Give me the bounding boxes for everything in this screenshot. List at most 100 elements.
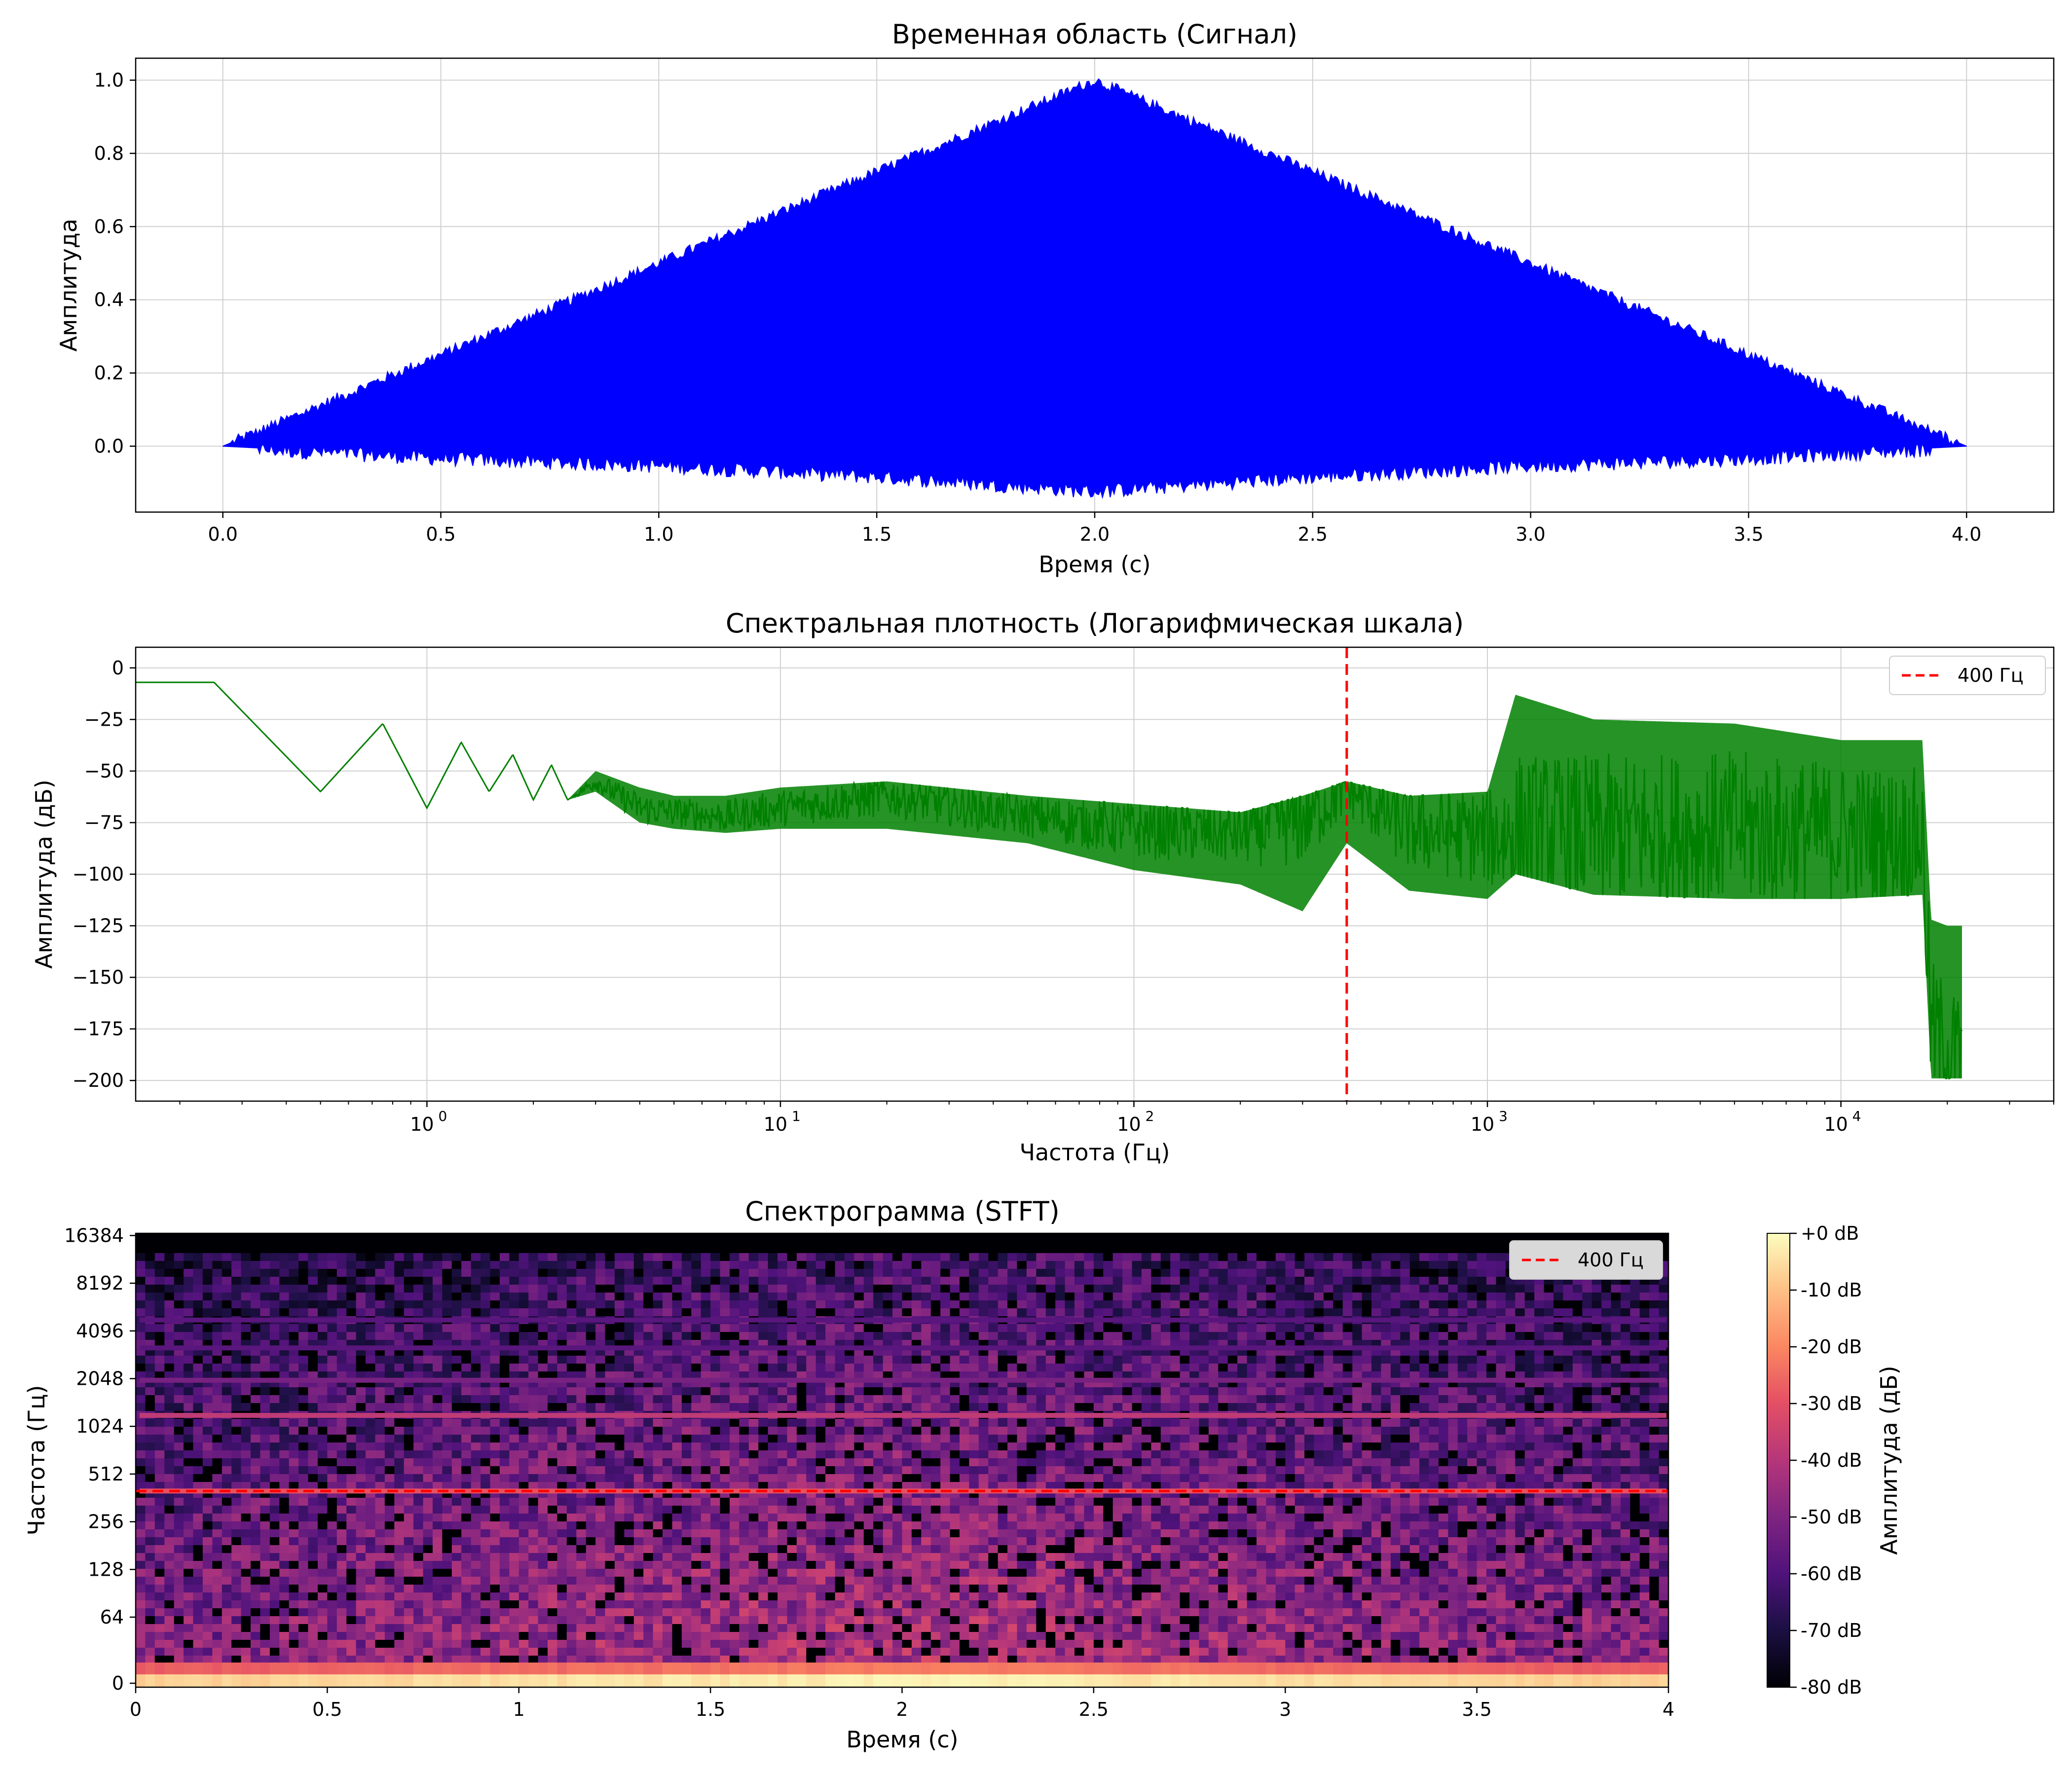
spectrogram-cell	[413, 1600, 424, 1609]
spectrogram-cell	[777, 1466, 788, 1475]
spectrogram-cell	[442, 1632, 452, 1640]
spectrogram-cell	[327, 1458, 337, 1467]
spectrogram-cell	[433, 1600, 443, 1609]
spectrogram-cell	[710, 1253, 721, 1261]
spectrogram-cell	[251, 1585, 260, 1593]
spectrogram-cell	[336, 1545, 347, 1554]
spectrogram-cell	[269, 1498, 280, 1506]
spectrogram-cell	[845, 1600, 854, 1609]
spectrogram-cell	[231, 1663, 242, 1674]
spectrogram-cell	[461, 1364, 472, 1372]
spectrogram-cell	[384, 1253, 395, 1261]
spectrogram-cell	[605, 1277, 615, 1285]
spectrogram-cell	[681, 1466, 692, 1475]
spectrogram-cell	[825, 1632, 836, 1640]
spectrogram-cell	[825, 1608, 836, 1617]
spectrogram-cell	[576, 1474, 587, 1482]
spectrogram-cell	[241, 1395, 251, 1404]
spectrogram-cell	[892, 1395, 903, 1404]
spectrogram-cell	[212, 1474, 222, 1482]
spectrogram-cell	[911, 1261, 922, 1269]
spectrogram-cell	[739, 1482, 749, 1490]
spectrogram-cell	[318, 1585, 328, 1593]
spectrogram-cell	[768, 1674, 778, 1687]
spectrogram-cell	[748, 1592, 759, 1601]
spectrogram-cell	[269, 1663, 280, 1674]
spectrogram-cell	[748, 1269, 759, 1277]
spectrogram-cell	[921, 1435, 931, 1443]
spectrogram-cell	[327, 1577, 337, 1585]
spectrogram-cell	[624, 1458, 634, 1467]
spectrogram-cell	[653, 1608, 663, 1617]
spectrogram-cell	[164, 1656, 175, 1664]
spectrogram-cell	[136, 1443, 146, 1451]
spectrogram-cell	[509, 1561, 519, 1569]
spectrogram-cell	[518, 1592, 529, 1601]
spectrogram-cell	[748, 1537, 759, 1546]
spectrogram-cell	[835, 1371, 845, 1380]
spectrogram-cell	[356, 1482, 366, 1490]
spectrogram-cell	[327, 1569, 337, 1577]
spectrogram-cell	[231, 1498, 242, 1506]
spectrogram-cell	[318, 1529, 328, 1538]
spectrogram-cell	[911, 1592, 922, 1601]
spectrogram-cell	[730, 1450, 740, 1459]
spectrogram-cell	[730, 1640, 740, 1648]
spectrogram-cell	[336, 1656, 347, 1664]
spectrogram-cell	[777, 1537, 788, 1546]
spectrogram-cell	[518, 1600, 529, 1609]
spectrogram-cell	[863, 1663, 874, 1674]
spectrogram-cell	[346, 1624, 357, 1632]
spectrogram-cell	[653, 1577, 663, 1585]
spectrogram-cell	[375, 1324, 385, 1332]
spectrogram-cell	[566, 1553, 577, 1561]
spectrogram-cell	[806, 1648, 816, 1656]
spectrogram-cell	[212, 1600, 222, 1609]
spectrogram-cell	[366, 1648, 375, 1656]
spectrogram-cell	[595, 1435, 606, 1443]
spectrogram-cell	[461, 1592, 472, 1601]
spectrogram-cell	[538, 1608, 548, 1617]
spectrogram-cell	[404, 1648, 414, 1656]
spectrogram-cell	[212, 1482, 222, 1490]
spectrogram-cell	[442, 1443, 452, 1451]
spectrogram-cell	[672, 1648, 682, 1656]
spectrogram-cell	[241, 1632, 251, 1640]
spectrogram-cell	[375, 1300, 385, 1309]
spectrogram-cell	[279, 1632, 290, 1640]
spectrogram-cell	[825, 1308, 836, 1317]
spectrogram-cell	[499, 1600, 510, 1609]
spectrogram-cell	[413, 1498, 424, 1506]
spectrogram-cell	[336, 1364, 347, 1372]
spectrogram-cell	[193, 1443, 203, 1451]
spectrogram-cell	[911, 1674, 922, 1687]
spectrogram-cell	[739, 1458, 749, 1467]
spectrogram-cell	[911, 1395, 922, 1404]
spectrogram-cell	[318, 1482, 328, 1490]
spectrogram-cell	[490, 1293, 500, 1301]
spectrogram-cell	[710, 1656, 721, 1664]
spectrogram-cell	[777, 1632, 788, 1640]
spectrogram-cell	[672, 1553, 682, 1561]
spectrogram-cell	[308, 1435, 318, 1443]
spectrogram-cell	[193, 1300, 203, 1309]
spectrogram-cell	[950, 1387, 960, 1396]
spectrogram-cell	[911, 1569, 922, 1577]
spectrogram-cell	[787, 1674, 797, 1687]
spectrogram-cell	[710, 1640, 721, 1648]
spectrogram-cell	[643, 1553, 654, 1561]
spectrogram-cell	[538, 1521, 548, 1530]
spectrogram-cell	[883, 1269, 893, 1277]
spectrogram-cell	[366, 1656, 375, 1664]
spectrogram-cell	[911, 1537, 922, 1546]
spectrogram-cell	[681, 1450, 692, 1459]
spectrogram-cell	[892, 1577, 903, 1585]
spectrogram-cell	[605, 1332, 615, 1340]
spectrogram-cell	[509, 1514, 519, 1522]
spectrogram-cell	[988, 1261, 999, 1269]
spectrogram-cell	[806, 1482, 816, 1490]
spectrogram-cell	[758, 1293, 769, 1301]
spectrogram-cell	[346, 1521, 357, 1530]
spectrogram-cell	[739, 1616, 749, 1625]
spectrogram-cell	[538, 1640, 548, 1648]
